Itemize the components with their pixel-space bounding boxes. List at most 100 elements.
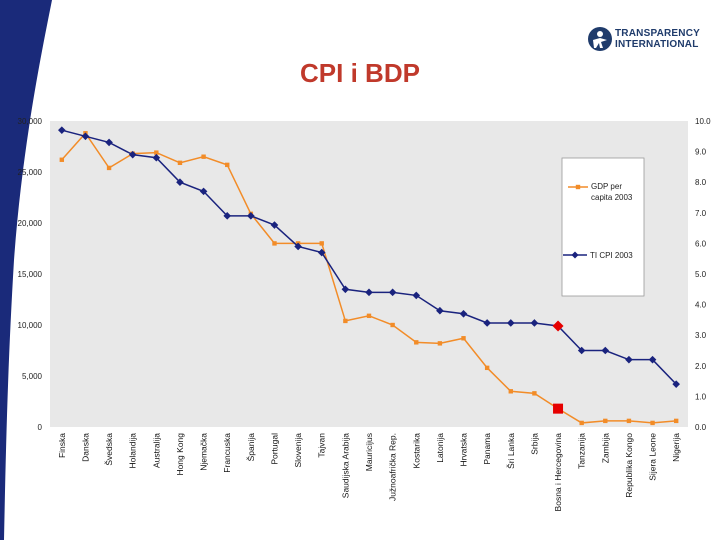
cpi-point xyxy=(294,242,302,251)
cpi-point xyxy=(152,153,161,162)
cpi-point xyxy=(483,319,491,327)
cpi-point xyxy=(223,212,232,220)
cpi-point xyxy=(506,319,515,327)
series-layer xyxy=(58,126,680,426)
right-tick-label: 6.0 xyxy=(695,239,707,248)
cpi-point xyxy=(81,132,90,141)
category-label: Hrvatska xyxy=(459,433,469,467)
cpi-point xyxy=(58,126,66,134)
left-tick-label: 10,000 xyxy=(18,321,43,330)
cpi-point xyxy=(199,187,208,196)
right-tick-label: 9.0 xyxy=(695,148,707,157)
cpi-point xyxy=(128,150,137,159)
cpi-point xyxy=(601,346,610,355)
gdp-point xyxy=(319,241,324,246)
right-tick-label: 10.0 xyxy=(695,117,711,126)
cpi-point xyxy=(247,212,255,220)
gdp-point xyxy=(154,150,159,155)
right-tick-label: 0.0 xyxy=(695,423,707,432)
category-label: Australija xyxy=(151,433,161,468)
cpi-point xyxy=(436,306,444,315)
gdp-point xyxy=(390,322,395,328)
left-tick-label: 25,000 xyxy=(18,168,43,177)
category-label: Švedska xyxy=(104,433,114,466)
cpi-point xyxy=(341,285,350,294)
left-wave-decoration xyxy=(0,0,52,540)
gdp-point xyxy=(366,313,372,319)
gdp-point xyxy=(437,341,443,346)
category-label: Tajvan xyxy=(317,433,327,458)
gdp-point xyxy=(414,340,419,345)
left-tick-label: 0 xyxy=(38,423,43,432)
right-tick-label: 3.0 xyxy=(695,331,707,340)
right-tick-label: 5.0 xyxy=(695,270,707,279)
category-label: Finska xyxy=(57,433,67,458)
ti-figure-icon xyxy=(588,27,612,51)
left-tick-label: 5,000 xyxy=(22,372,43,381)
category-label: Mauricijus xyxy=(364,433,374,471)
category-label: Sijera Leone xyxy=(648,433,658,481)
right-tick-label: 4.0 xyxy=(695,301,707,310)
left-axis: 30,000 25,000 20,000 15,000 10,000 5,000 0 xyxy=(18,117,43,432)
cpi-point xyxy=(459,309,468,318)
cpi-point xyxy=(412,291,421,300)
cpi-point xyxy=(648,355,657,364)
gdp-point xyxy=(59,157,65,162)
cpi-point xyxy=(105,138,113,147)
gdp-point xyxy=(272,241,277,246)
category-label: Republika Kongo xyxy=(624,433,634,498)
legend-gdp-marker xyxy=(575,184,581,190)
category-label: Holandija xyxy=(128,433,138,469)
cpi-point xyxy=(176,178,184,186)
gdp-point-highlight xyxy=(553,403,564,414)
gdp-point xyxy=(461,336,466,341)
gdp-point xyxy=(626,418,632,424)
category-label: Bosna i Hercegovina xyxy=(553,433,563,512)
category-label: Šri Lanka xyxy=(506,433,516,469)
gdp-point xyxy=(177,160,183,166)
category-axis: Finska Danska Švedska Holandija Australija Ho… xyxy=(57,433,681,512)
legend-gdp-label: GDP per capita 2003 xyxy=(591,182,633,202)
category-label: Tanzanija xyxy=(577,433,587,469)
gdp-point xyxy=(343,318,348,324)
legend: GDP per capita 2003 TI CPI 2003 xyxy=(561,157,645,297)
cpi-point xyxy=(388,288,397,297)
logo-text: TRANSPARENCY INTERNATIONAL xyxy=(615,28,700,50)
category-label: Srbija xyxy=(529,433,539,455)
category-label: Danska xyxy=(80,433,90,462)
legend-cpi-label: TI CPI 2003 xyxy=(590,251,633,260)
category-label: Slovenija xyxy=(293,433,303,468)
left-tick-label: 15,000 xyxy=(18,270,43,279)
category-label: Francuska xyxy=(222,433,232,473)
cpi-point xyxy=(672,380,680,388)
category-label: Zambija xyxy=(600,433,610,464)
category-label: Španija xyxy=(246,433,256,462)
right-tick-label: 1.0 xyxy=(695,392,707,401)
gdp-point xyxy=(650,420,655,426)
category-label: Nigerija xyxy=(671,433,681,462)
right-tick-label: 2.0 xyxy=(695,362,707,371)
cpi-point xyxy=(365,288,373,297)
right-tick-label: 8.0 xyxy=(695,178,707,187)
category-label: Južnoafrička Rep. xyxy=(388,433,398,501)
logo-line1: TRANSPARENCY xyxy=(615,28,700,39)
cpi-point xyxy=(577,346,586,355)
cpi-point xyxy=(317,248,326,257)
gdp-point xyxy=(225,162,230,168)
gdp-point xyxy=(106,165,112,171)
gdp-point xyxy=(673,418,679,424)
category-label: Saudijska Arabija xyxy=(340,433,350,498)
legend-cpi-marker xyxy=(571,251,579,259)
cpi-point xyxy=(270,221,279,229)
gdp-point xyxy=(508,389,513,394)
category-label: Panama xyxy=(482,433,492,465)
category-label: Portugal xyxy=(269,433,279,465)
left-tick-label: 20,000 xyxy=(18,219,43,228)
cpi-point-highlight xyxy=(552,320,564,332)
gdp-point xyxy=(603,418,608,424)
cpi-point xyxy=(625,355,633,364)
right-axis: 10.0 9.0 8.0 7.0 6.0 5.0 4.0 3.0 2.0 1.0 0.0 xyxy=(695,117,711,432)
left-tick-label: 30,000 xyxy=(18,117,43,126)
